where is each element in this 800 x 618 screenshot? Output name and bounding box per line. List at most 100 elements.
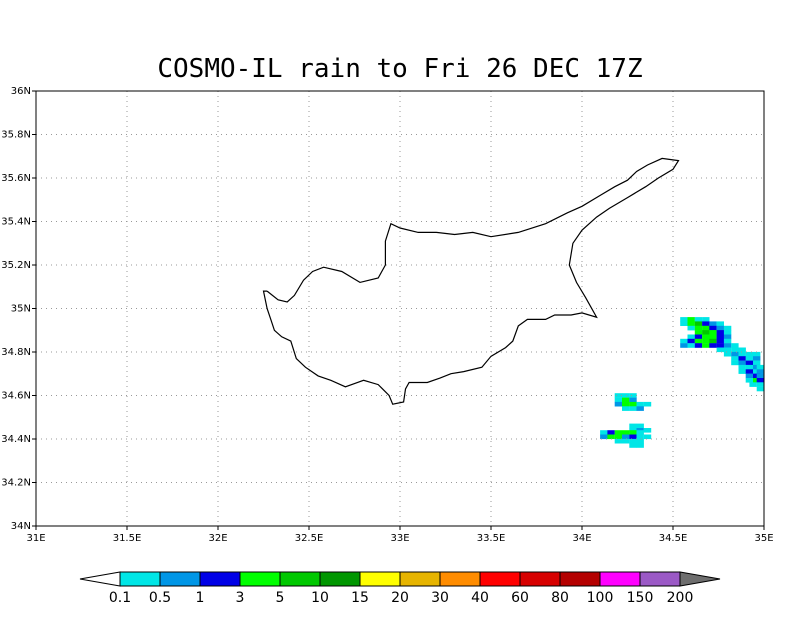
colorbar: 0.1 0.5 1 3 5 10 15 20 30 40 60 80 100 150 200 [79,571,721,606]
colorbar-label: 150 [627,590,654,606]
rain-cell [756,364,764,370]
rain-cell [694,330,703,335]
x-tick-label: 31.5E [113,533,142,544]
rain-cell [622,430,630,435]
rain-cell [643,401,652,407]
rain-cell [702,330,710,335]
rain-cell [702,343,710,348]
rain-cell [745,356,754,361]
rain-cell [716,330,724,335]
rain-cell [687,343,695,348]
rain-cell [745,360,754,366]
rain-cell [614,430,623,435]
rain-cell [687,334,695,340]
colorbar-label: 80 [551,590,569,606]
rain-cell [723,325,732,331]
rain-cell [600,430,608,435]
rain-cell [702,321,710,326]
rain-cell [680,317,688,322]
rain-cell [745,369,754,374]
rain-cell [614,397,623,403]
rain-cell [694,325,703,331]
rain-cell [636,443,644,448]
rain-cell [753,360,761,366]
rain-cell [629,406,637,411]
rain-cell [636,423,644,429]
rain-cell [756,378,764,383]
rain-cell [622,393,630,398]
rain-cell [756,382,764,387]
colorbar-swatch [279,571,321,587]
rain-cell [694,338,703,344]
rain-cell [702,317,710,322]
grid-lines [36,91,764,526]
colorbar-swatch [199,571,241,587]
rain-cell [643,434,652,440]
rain-cell [687,317,695,322]
y-tick-label: 35.8N [1,130,31,141]
x-tick-label: 32E [208,533,227,544]
rain-cell [702,325,710,331]
colorbar-label: 3 [236,590,245,606]
rain-cell [687,338,695,344]
rain-cell [636,430,644,435]
rain-cell [745,373,754,379]
rain-cell [629,397,637,403]
colorbar-label: 0.5 [149,590,171,606]
colorbar-swatch [399,571,441,587]
rain-cell [622,438,630,444]
colorbar-label: 200 [667,590,694,606]
rain-cell [738,369,746,374]
rain-cell [643,428,652,433]
rain-cell [687,325,695,331]
x-tick-label: 33.5E [477,533,506,544]
rain-cell [694,321,703,326]
y-tick-label: 36N [11,86,31,97]
rain-cell [745,378,754,383]
rain-cell [723,351,732,357]
colorbar-label: 0.1 [109,590,131,606]
colorbar-swatch [639,571,681,587]
rain-cell [709,321,717,326]
colorbar-swatch [519,571,561,587]
rain-cell [756,369,764,374]
rain-cell [716,347,724,353]
rain-cell [716,334,724,340]
rain-cell [629,401,637,407]
x-tick-label: 34E [572,533,591,544]
colorbar-swatch [439,571,481,587]
rain-cell [629,434,637,440]
colorbar-swatch [119,571,161,587]
x-tick-label: 35E [754,533,773,544]
colorbar-label: 1 [196,590,205,606]
y-tick-label: 34.8N [1,347,31,358]
y-tick-label: 34.6N [1,391,31,402]
rain-cell [731,356,739,361]
y-tick-label: 35.2N [1,260,31,271]
colorbar-label: 40 [471,590,489,606]
colorbar-swatch [239,571,281,587]
rain-cell [600,434,608,440]
rain-cell [716,325,724,331]
rain-cell [731,347,739,353]
rain-cell [607,434,615,440]
rain-cell [723,343,732,348]
rain-cell [723,338,732,344]
rain-cell [709,338,717,344]
y-tick-label: 35.6N [1,173,31,184]
colorbar-label: 5 [276,590,285,606]
rain-cell [723,330,732,335]
rain-cell [709,343,717,348]
rain-cell [738,360,746,366]
rain-cell [680,338,688,344]
y-tick-label: 34.2N [1,478,31,489]
rain-cell [680,343,688,348]
x-tick-label: 33E [390,533,409,544]
cyprus-coastline [262,157,680,405]
rain-cell [629,443,637,448]
rain-cell [622,401,630,407]
colorbar-swatch [159,571,201,587]
rain-cell [629,423,637,429]
rain-cell [614,393,623,398]
rain-cell [694,343,703,348]
